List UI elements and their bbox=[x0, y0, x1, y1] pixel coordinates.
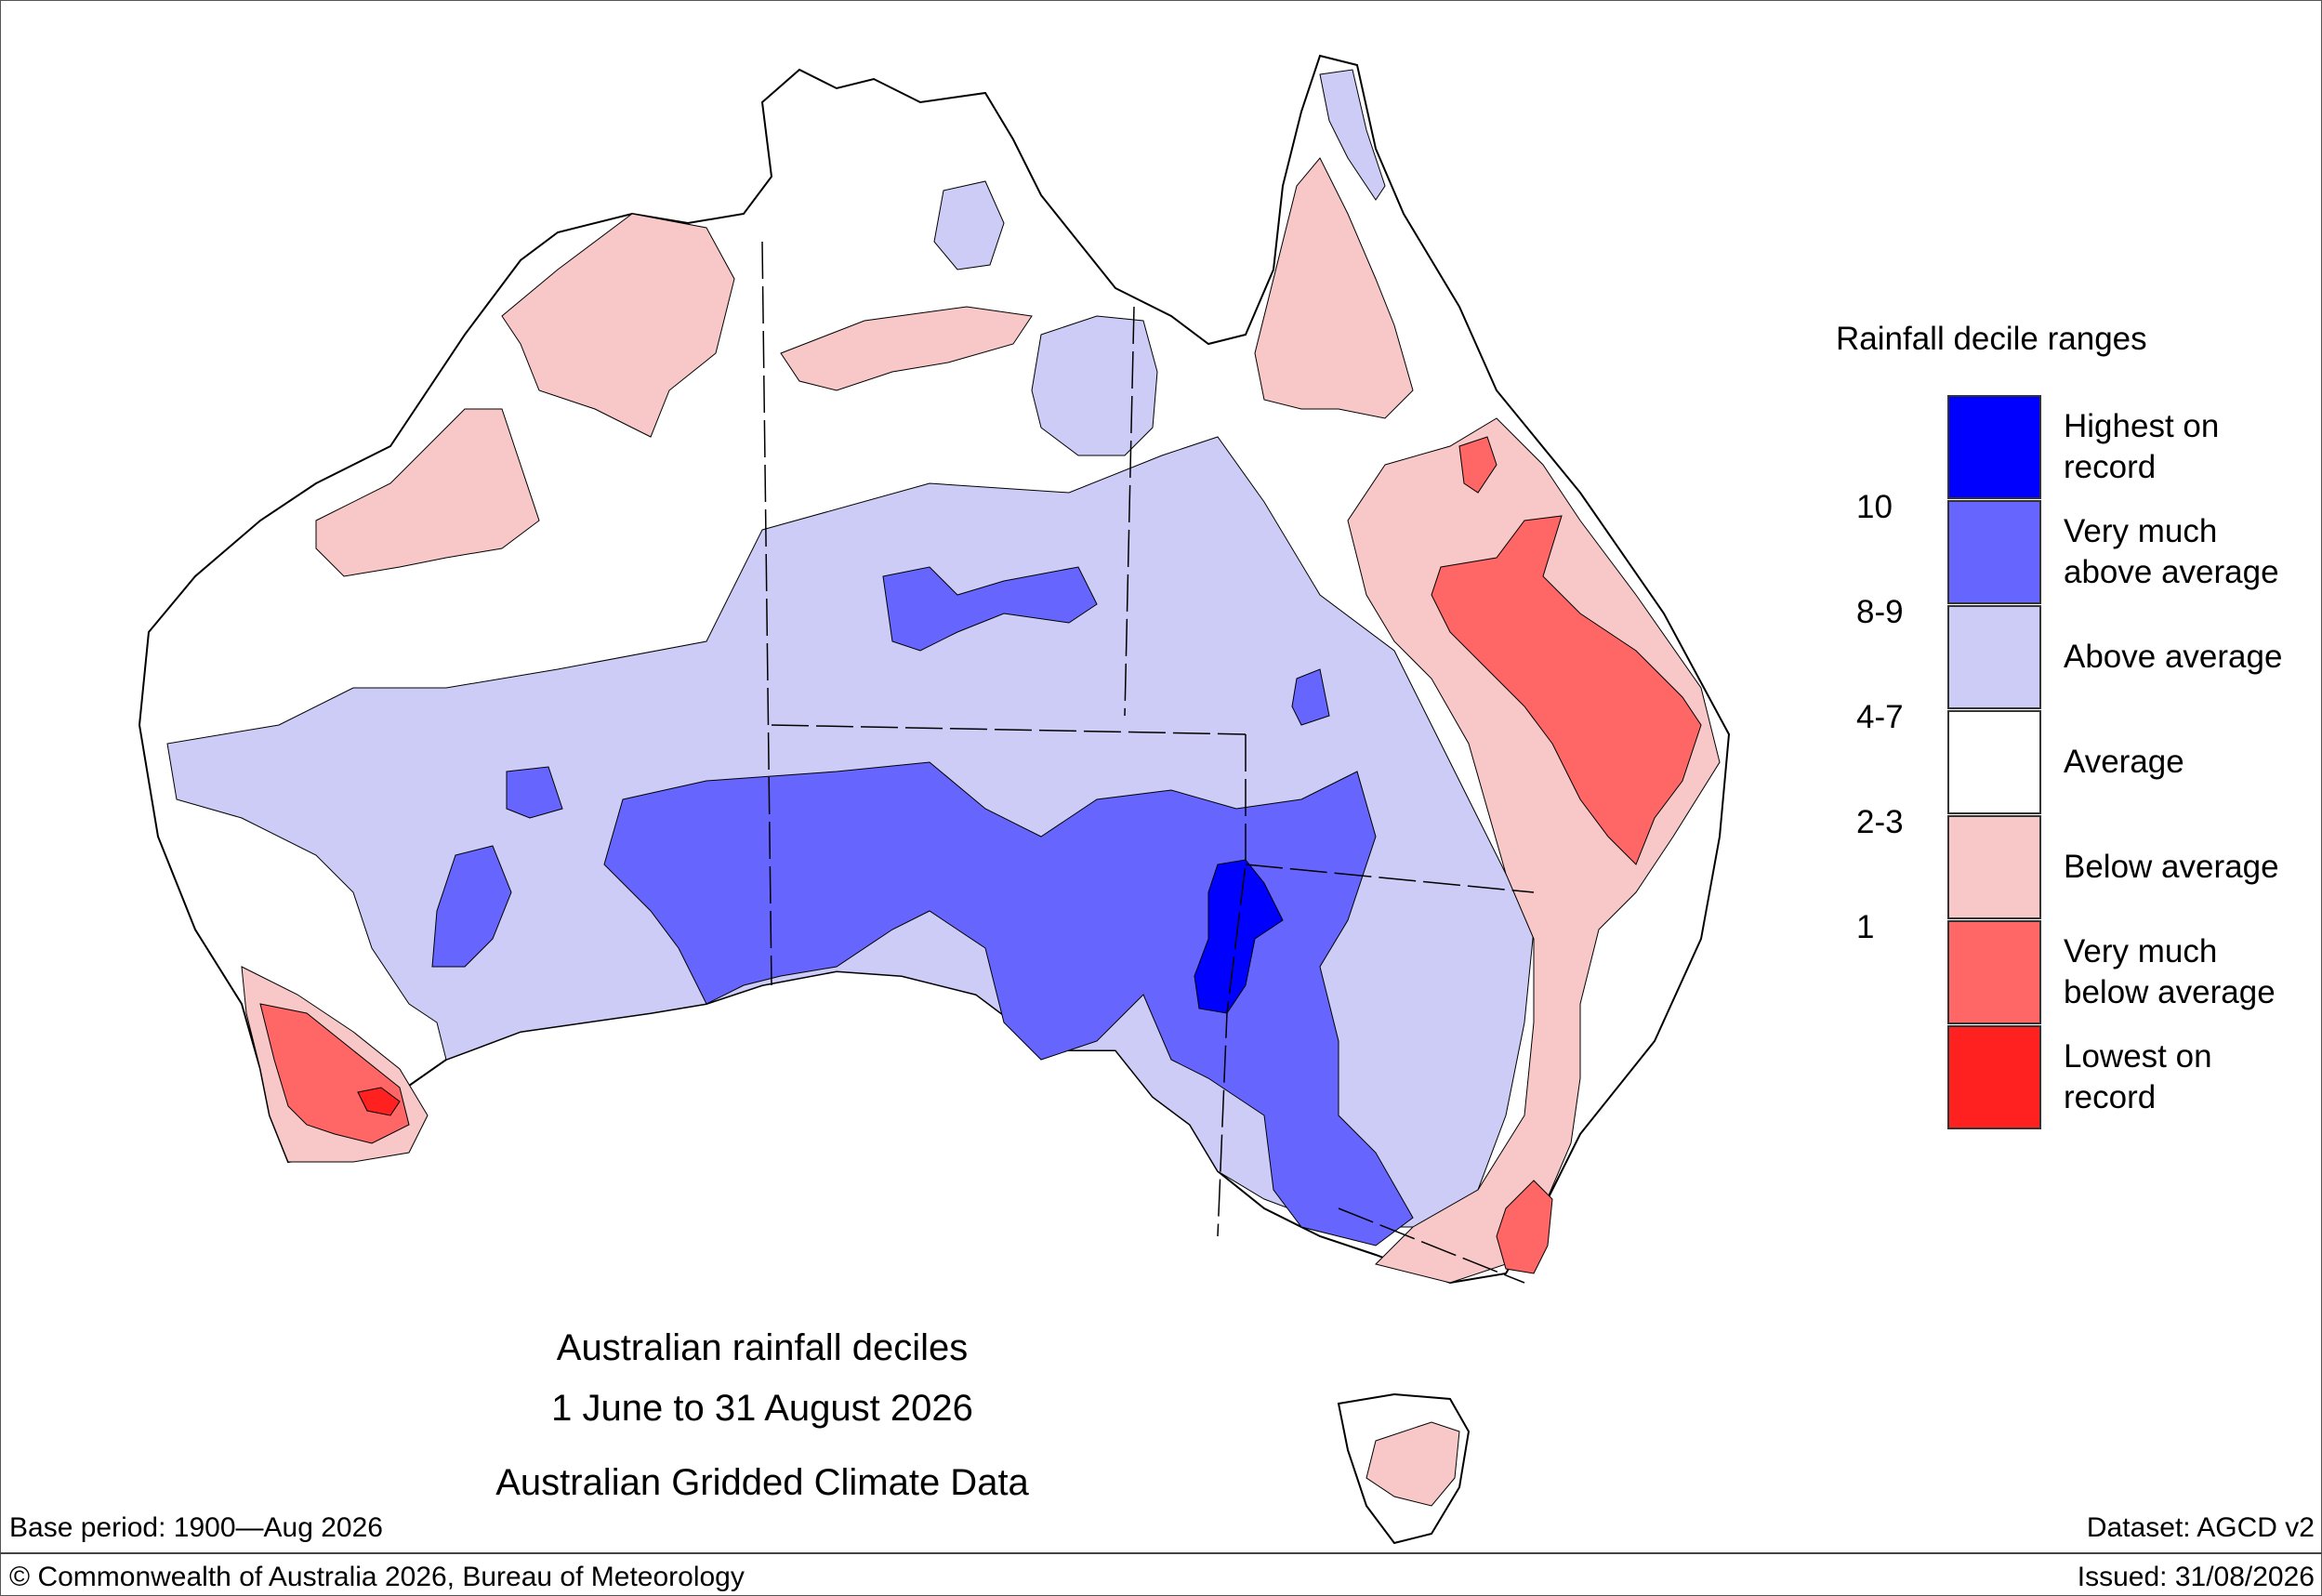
region-very-much-below-qld-2 bbox=[1458, 436, 1497, 494]
legend-decile-range: 8-9 bbox=[1856, 594, 1904, 630]
legend-decile-range: 2-3 bbox=[1856, 804, 1904, 840]
legend-swatch bbox=[1947, 500, 2041, 604]
legend-swatch bbox=[1947, 920, 2041, 1024]
legend-swatch bbox=[1947, 605, 2041, 709]
legend-label-line1: Very much bbox=[2064, 513, 2218, 549]
legend-label: Lowest on record bbox=[2064, 1036, 2212, 1118]
region-very-much-above-5 bbox=[1291, 668, 1330, 726]
legend-label-line2: below average bbox=[2064, 974, 2276, 1010]
legend-decile-range: 4-7 bbox=[1856, 699, 1904, 735]
map-subtitle-period: 1 June to 31 August 2026 bbox=[551, 1388, 973, 1429]
legend-label-line1: Highest on bbox=[2064, 408, 2220, 444]
region-below-pilbara bbox=[315, 408, 540, 577]
region-above-cape bbox=[1319, 69, 1386, 201]
tasmania-outline bbox=[1337, 1392, 1471, 1545]
region-below-topend bbox=[780, 306, 1033, 391]
map-title: Australian rainfall deciles bbox=[556, 1327, 969, 1368]
region-very-much-above-3 bbox=[431, 845, 512, 968]
region-above-north-1 bbox=[1031, 315, 1158, 456]
legend-decile-range: 1 bbox=[1856, 909, 1875, 945]
region-very-much-above-2 bbox=[882, 566, 1098, 652]
copyright: © Commonwealth of Australia 2026, Bureau… bbox=[9, 1562, 745, 1592]
legend-label-line2: record bbox=[2064, 1079, 2157, 1115]
legend-label: Highest on record bbox=[2064, 406, 2219, 488]
dataset-label: Dataset: AGCD v2 bbox=[2086, 1512, 2315, 1543]
legend-label: Very much above average bbox=[2064, 511, 2279, 593]
legend-swatch bbox=[1947, 1025, 2041, 1129]
state-borders bbox=[761, 241, 1535, 1284]
region-above-north-2 bbox=[933, 180, 1005, 270]
legend-label-line1: Below average bbox=[2064, 849, 2279, 885]
legend-label-line1: Above average bbox=[2064, 639, 2283, 675]
legend-decile-range: 10 bbox=[1856, 489, 1893, 525]
legend-title: Rainfall decile ranges bbox=[1836, 321, 2147, 357]
legend-swatch bbox=[1947, 815, 2041, 919]
legend-label: Above average bbox=[2064, 637, 2282, 678]
region-below-tas bbox=[1365, 1421, 1460, 1507]
base-period: Base period: 1900—Aug 2026 bbox=[9, 1512, 383, 1543]
footer-divider bbox=[0, 1552, 2322, 1554]
legend-swatch bbox=[1947, 710, 2041, 814]
region-very-much-below-nsw bbox=[1496, 1180, 1553, 1274]
legend-label: Very much below average bbox=[2064, 931, 2276, 1013]
map-subtitle-source: Australian Gridded Climate Data bbox=[495, 1462, 1029, 1503]
legend-label-line2: record bbox=[2064, 449, 2157, 485]
legend-label: Below average bbox=[2064, 847, 2279, 888]
region-highest-on-record bbox=[1194, 859, 1284, 1014]
issued-date: Issued: 31/08/2026 bbox=[2077, 1562, 2315, 1592]
region-very-much-above bbox=[603, 761, 1414, 1246]
legend-label-line1: Lowest on bbox=[2064, 1038, 2212, 1075]
region-below-cape bbox=[1254, 157, 1414, 419]
legend-label-line1: Very much bbox=[2064, 933, 2218, 969]
region-very-much-above-4 bbox=[506, 766, 563, 819]
legend-label: Average bbox=[2064, 742, 2184, 783]
region-lowest-on-record bbox=[357, 1087, 401, 1116]
region-very-much-below-qld bbox=[1431, 515, 1702, 865]
legend-swatch bbox=[1947, 395, 2041, 499]
legend-label-line2: above average bbox=[2064, 554, 2279, 590]
legend-label-line1: Average bbox=[2064, 744, 2184, 780]
region-below-kimberley bbox=[501, 213, 735, 438]
